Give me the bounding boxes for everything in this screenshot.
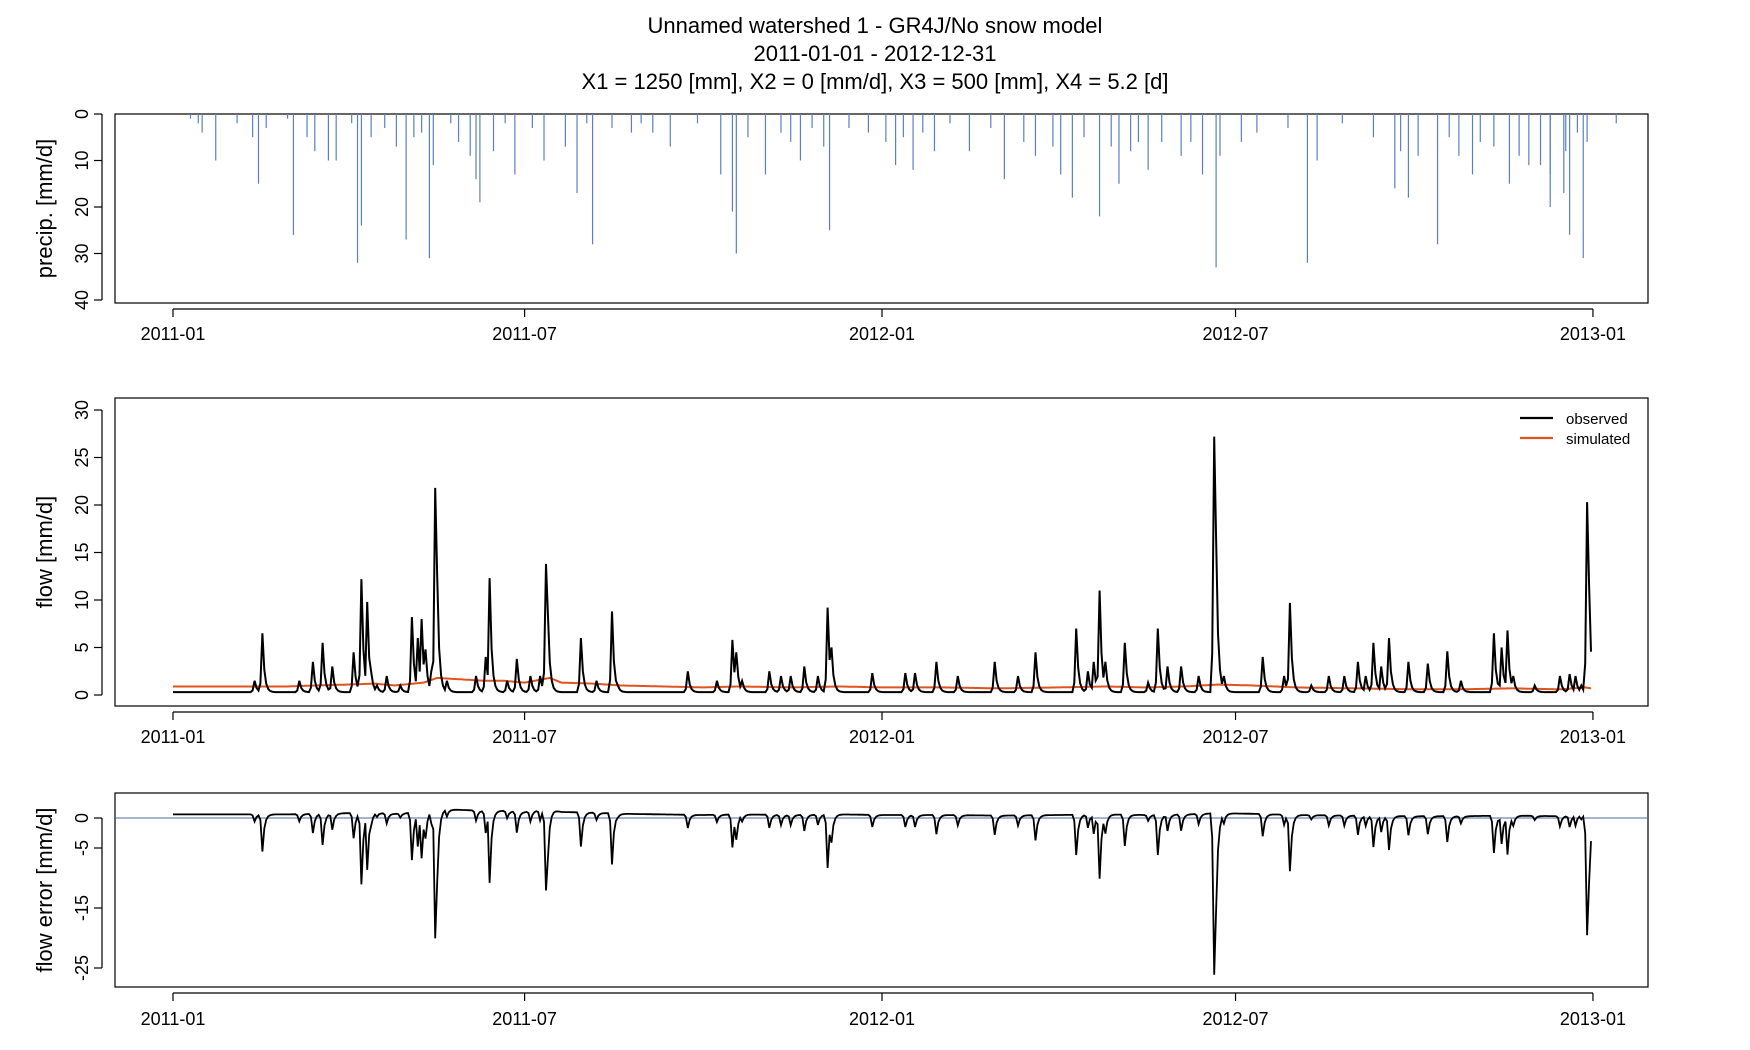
y-tick-label: 30 xyxy=(72,400,92,420)
y-tick-label: 0 xyxy=(72,109,92,119)
y-tick-label: -5 xyxy=(72,840,92,856)
y-tick-label: 15 xyxy=(72,542,92,562)
x-tick-label: 2013-01 xyxy=(1560,1009,1626,1029)
flow-panel: 2011-01 2011-07 2012-01 2012-07 2013-01 0 5 10 1… xyxy=(32,397,1649,747)
y-axis-title: precip. [mm/d] xyxy=(32,139,57,278)
x-tick-label: 2011-07 xyxy=(492,1009,557,1029)
y-tick-label: 20 xyxy=(72,197,92,217)
y-axis-title: flow error [mm/d] xyxy=(32,807,57,972)
y-tick-label: 40 xyxy=(72,290,92,310)
y-tick-label: 10 xyxy=(72,590,92,610)
precip-panel: 2011-01 2011-07 2012-01 2012-07 2013-01 0 10 20… xyxy=(32,109,1649,344)
flow-error-panel: 2011-01 2011-07 2012-01 2012-07 2013-01 0 -5 -1… xyxy=(32,792,1649,1029)
x-tick-label: 2012-07 xyxy=(1202,1009,1268,1029)
x-tick-label: 2011-01 xyxy=(141,324,206,344)
y-tick-label: -15 xyxy=(72,895,92,921)
y-tick-label: 0 xyxy=(72,813,92,823)
legend: observed simulated xyxy=(1520,411,1630,448)
y-tick-label: 20 xyxy=(72,495,92,515)
x-tick-label: 2011-01 xyxy=(141,727,206,747)
y-tick-label: 30 xyxy=(72,243,92,263)
x-tick-label: 2011-07 xyxy=(492,324,557,344)
plot-frame xyxy=(114,792,1649,988)
y-tick-label: 0 xyxy=(72,690,92,700)
y-tick-label: 5 xyxy=(72,642,92,652)
plot-frame xyxy=(114,113,1649,304)
y-tick-label: 10 xyxy=(72,150,92,170)
chart-title: Unnamed watershed 1 - GR4J/No snow model xyxy=(647,13,1103,38)
x-tick-label: 2012-01 xyxy=(849,324,915,344)
x-tick-label: 2012-01 xyxy=(849,1009,915,1029)
x-tick-label: 2013-01 xyxy=(1560,727,1626,747)
legend-observed-label: observed xyxy=(1566,411,1628,428)
y-tick-label: 25 xyxy=(72,447,92,467)
chart-date-range: 2011-01-01 - 2012-12-31 xyxy=(753,41,997,66)
y-axis-title: flow [mm/d] xyxy=(32,496,57,608)
x-tick-label: 2012-07 xyxy=(1202,324,1268,344)
x-tick-label: 2012-07 xyxy=(1202,727,1268,747)
x-tick-label: 2012-01 xyxy=(849,727,915,747)
legend-simulated-label: simulated xyxy=(1566,431,1630,448)
y-tick-label: -25 xyxy=(72,955,92,981)
flow-error-line xyxy=(173,808,1592,975)
chart-parameters: X1 = 1250 [mm], X2 = 0 [mm/d], X3 = 500 … xyxy=(581,69,1169,94)
x-tick-label: 2011-07 xyxy=(492,727,557,747)
chart-title-block: Unnamed watershed 1 - GR4J/No snow model… xyxy=(0,12,1750,96)
x-tick-label: 2011-01 xyxy=(141,1009,206,1029)
plot-frame xyxy=(114,397,1649,707)
x-tick-label: 2013-01 xyxy=(1560,324,1626,344)
observed-flow-line xyxy=(173,436,1592,694)
